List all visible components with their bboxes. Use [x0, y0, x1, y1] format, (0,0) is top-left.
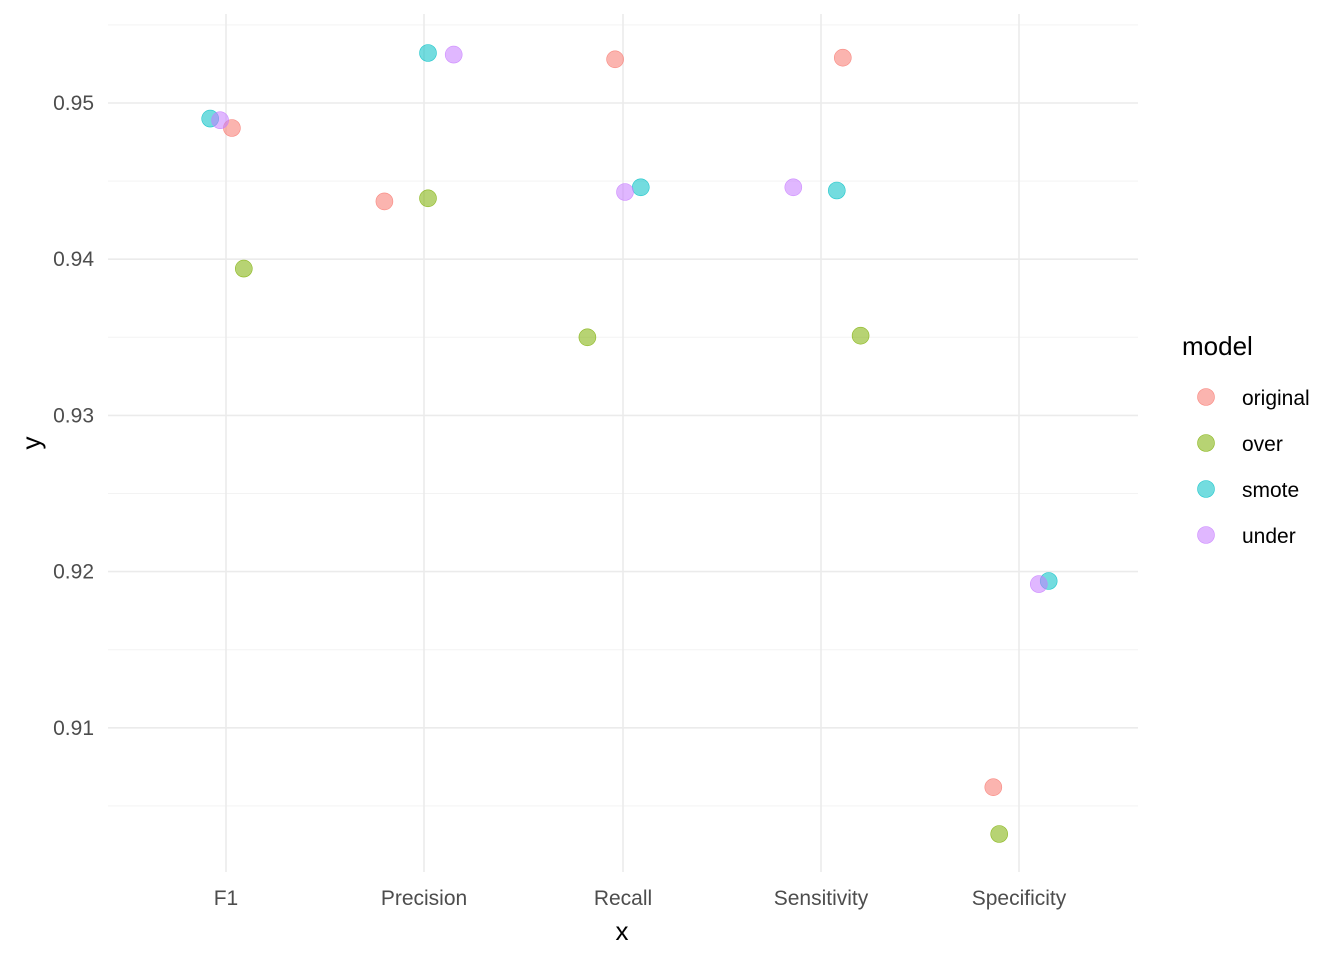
legend-title: model: [1182, 331, 1253, 361]
data-point-original: [984, 778, 1003, 797]
x-tick-label: Recall: [594, 887, 652, 910]
data-point-under: [616, 183, 634, 201]
grid: [108, 14, 1138, 872]
data-point-over: [235, 259, 253, 278]
legend-label: over: [1242, 433, 1283, 456]
y-tick-label: 0.94: [53, 248, 94, 271]
data-points: [201, 44, 1058, 843]
data-point-under: [211, 111, 229, 129]
legend-key-original: [1197, 388, 1215, 406]
legend-label: smote: [1242, 479, 1299, 502]
data-point-smote: [631, 178, 650, 197]
data-point-original: [375, 192, 394, 211]
x-axis-title: x: [616, 916, 629, 946]
legend: model original over smote under: [1182, 331, 1310, 548]
legend-label: under: [1242, 525, 1296, 548]
data-point-over: [990, 825, 1009, 843]
data-point-original: [833, 48, 852, 67]
x-axis-ticks: F1 Precision Recall Sensitivity Specificity: [214, 887, 1067, 910]
x-tick-label: Sensitivity: [774, 887, 869, 910]
y-tick-label: 0.92: [53, 561, 94, 584]
data-point-original: [606, 50, 624, 69]
data-point-smote: [827, 181, 846, 200]
data-point-under: [1030, 575, 1048, 593]
data-point-under: [784, 178, 803, 197]
data-point-under: [444, 45, 463, 64]
x-tick-label: Specificity: [972, 887, 1067, 910]
y-axis-ticks: 0.91 0.92 0.93 0.94 0.95: [53, 92, 94, 740]
data-point-over: [851, 326, 870, 345]
legend-key-under: [1197, 526, 1215, 544]
y-tick-label: 0.91: [53, 717, 94, 740]
x-tick-label: F1: [214, 887, 239, 910]
data-point-over: [578, 328, 597, 347]
y-tick-label: 0.93: [53, 404, 94, 427]
data-point-over: [419, 189, 437, 208]
data-point-smote: [419, 44, 437, 62]
x-tick-label: Precision: [381, 887, 467, 910]
legend-key-smote: [1197, 480, 1215, 498]
legend-label: original: [1242, 387, 1310, 410]
legend-key-over: [1197, 434, 1215, 452]
y-tick-label: 0.95: [53, 92, 94, 115]
y-axis-title: y: [16, 437, 46, 450]
